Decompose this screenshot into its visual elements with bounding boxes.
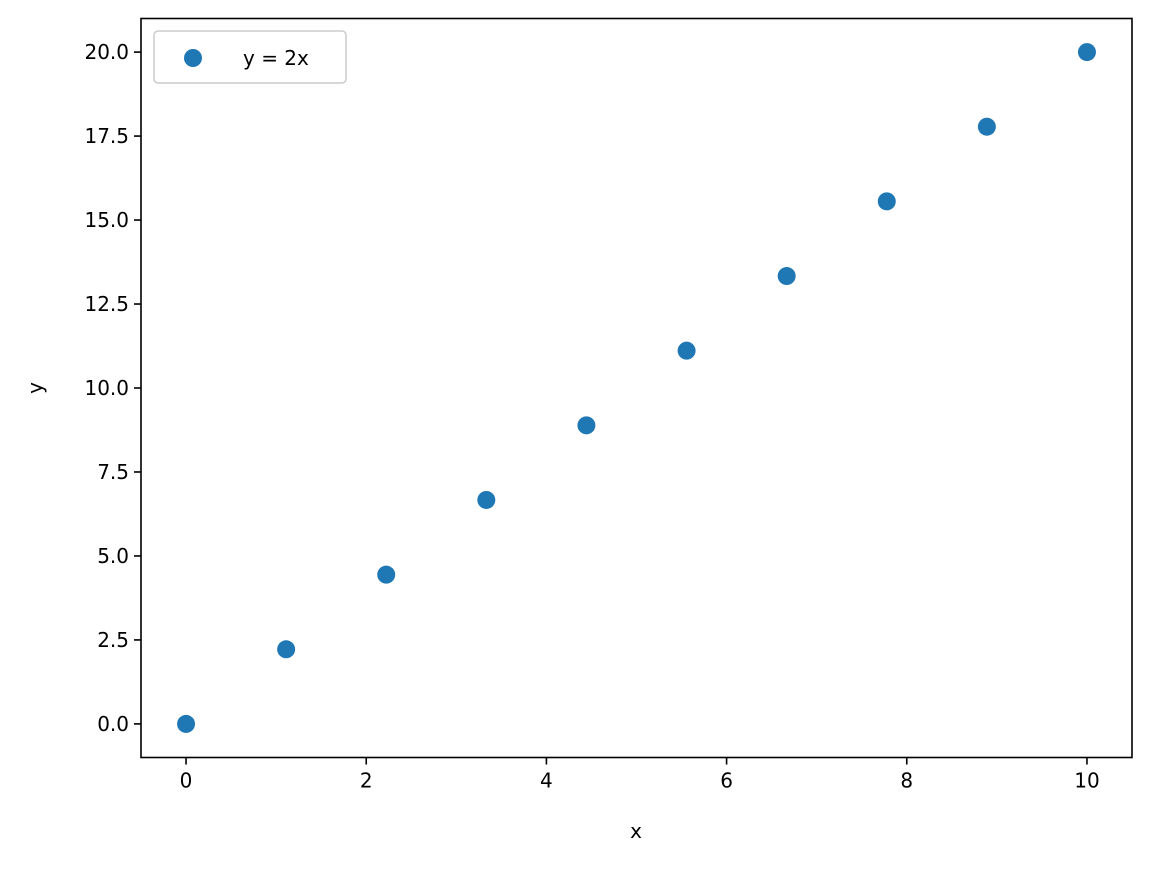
data-point [877, 192, 896, 211]
data-point [777, 267, 796, 286]
y-tick-label: 10.0 [84, 376, 129, 400]
data-point [177, 714, 196, 733]
data-point [677, 341, 696, 360]
y-tick-label: 5.0 [97, 544, 129, 568]
y-tick-label: 17.5 [84, 124, 129, 148]
y-axis-label: y [23, 382, 47, 394]
data-point [277, 640, 296, 659]
data-point [1077, 43, 1096, 62]
y-tick-label: 2.5 [97, 628, 129, 652]
legend-marker [184, 49, 202, 67]
x-tick-label: 0 [180, 769, 193, 793]
x-tick-label: 2 [360, 769, 373, 793]
x-tick-label: 4 [540, 769, 553, 793]
data-point [477, 490, 496, 509]
plot-frame [140, 17, 1133, 759]
y-tick-label: 15.0 [84, 208, 129, 232]
data-point [377, 565, 396, 584]
x-tick-label: 6 [720, 769, 733, 793]
y-tick-label: 7.5 [97, 460, 129, 484]
y-tick-label: 0.0 [97, 712, 129, 736]
x-tick-label: 8 [900, 769, 913, 793]
y-tick-label: 12.5 [84, 292, 129, 316]
data-point [577, 416, 596, 435]
x-tick-label: 10 [1074, 769, 1099, 793]
legend-label: y = 2x [243, 46, 309, 70]
y-tick-label: 20.0 [84, 40, 129, 64]
legend-box [153, 30, 347, 84]
legend: y = 2x [153, 30, 347, 84]
data-point [977, 117, 996, 136]
x-axis-label: x [630, 819, 642, 843]
